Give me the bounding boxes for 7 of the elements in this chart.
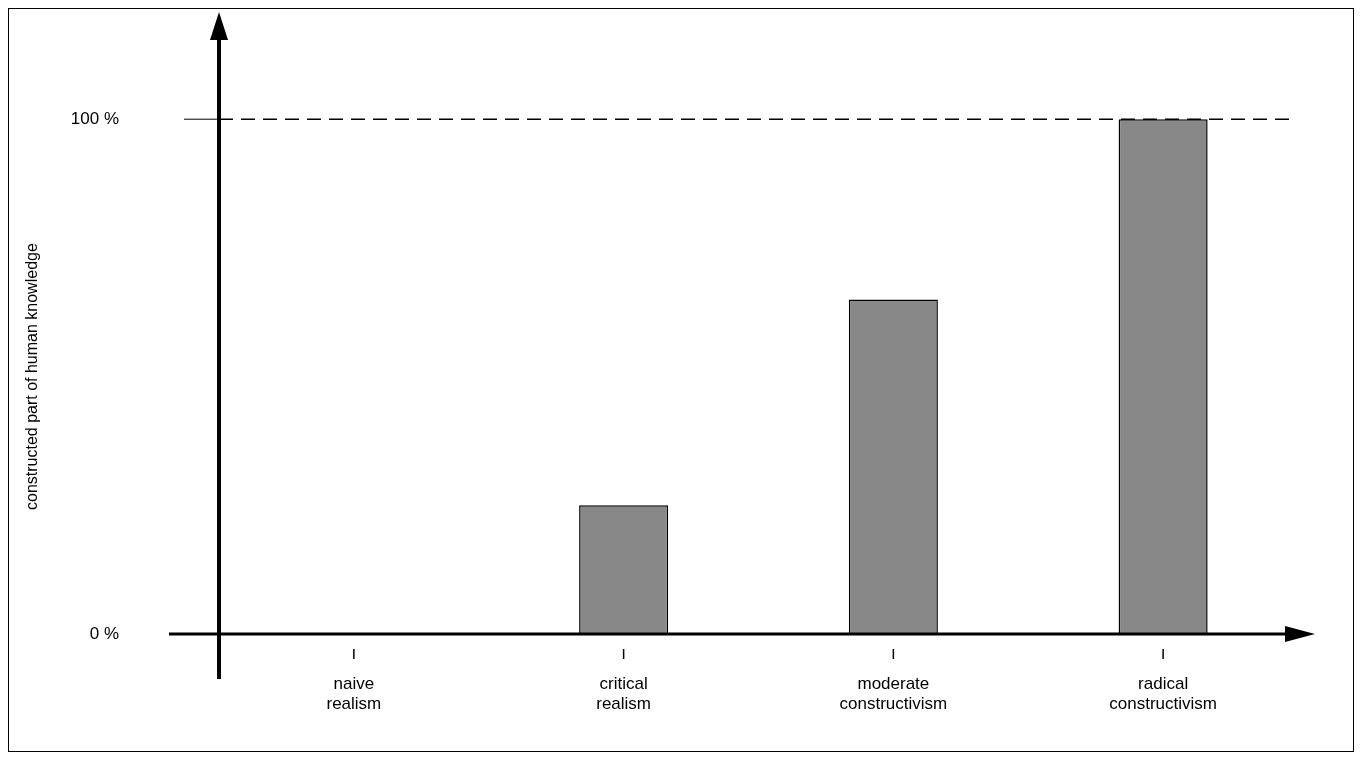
x-tick-label: naive realism <box>326 673 382 714</box>
y-tick-label: 0 % <box>89 623 119 643</box>
x-tick-label: radical constructivism <box>1109 673 1217 714</box>
x-tick-label: moderate constructivism <box>839 673 948 714</box>
y-tick-label: 100 % <box>70 108 119 128</box>
x-tick-label: critical realism <box>596 673 652 714</box>
y-axis-title: constructed part of human knowledge <box>23 243 41 511</box>
